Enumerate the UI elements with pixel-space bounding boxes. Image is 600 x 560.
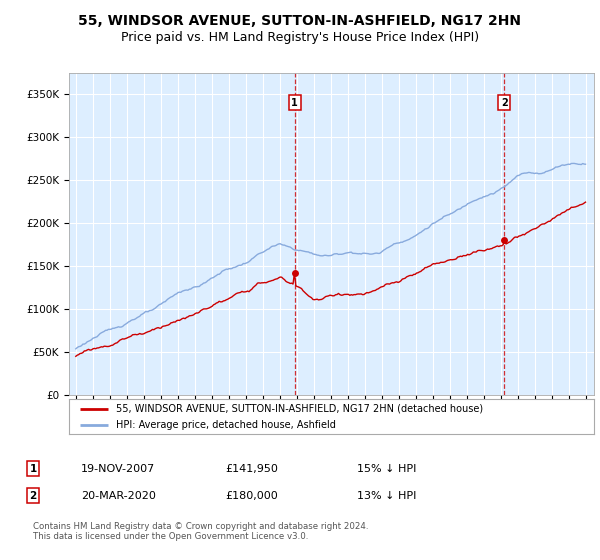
Text: £180,000: £180,000: [225, 491, 278, 501]
Text: 55, WINDSOR AVENUE, SUTTON-IN-ASHFIELD, NG17 2HN (detached house): 55, WINDSOR AVENUE, SUTTON-IN-ASHFIELD, …: [116, 404, 484, 414]
Text: 2: 2: [29, 491, 37, 501]
Text: 15% ↓ HPI: 15% ↓ HPI: [357, 464, 416, 474]
Text: 55, WINDSOR AVENUE, SUTTON-IN-ASHFIELD, NG17 2HN: 55, WINDSOR AVENUE, SUTTON-IN-ASHFIELD, …: [79, 14, 521, 28]
Text: 2: 2: [501, 98, 508, 108]
Text: 20-MAR-2020: 20-MAR-2020: [81, 491, 156, 501]
Text: 1: 1: [29, 464, 37, 474]
Text: 1: 1: [292, 98, 298, 108]
Text: Contains HM Land Registry data © Crown copyright and database right 2024.
This d: Contains HM Land Registry data © Crown c…: [33, 522, 368, 542]
Text: HPI: Average price, detached house, Ashfield: HPI: Average price, detached house, Ashf…: [116, 419, 336, 430]
Text: £141,950: £141,950: [225, 464, 278, 474]
Text: 13% ↓ HPI: 13% ↓ HPI: [357, 491, 416, 501]
Text: 19-NOV-2007: 19-NOV-2007: [81, 464, 155, 474]
Text: Price paid vs. HM Land Registry's House Price Index (HPI): Price paid vs. HM Land Registry's House …: [121, 31, 479, 44]
